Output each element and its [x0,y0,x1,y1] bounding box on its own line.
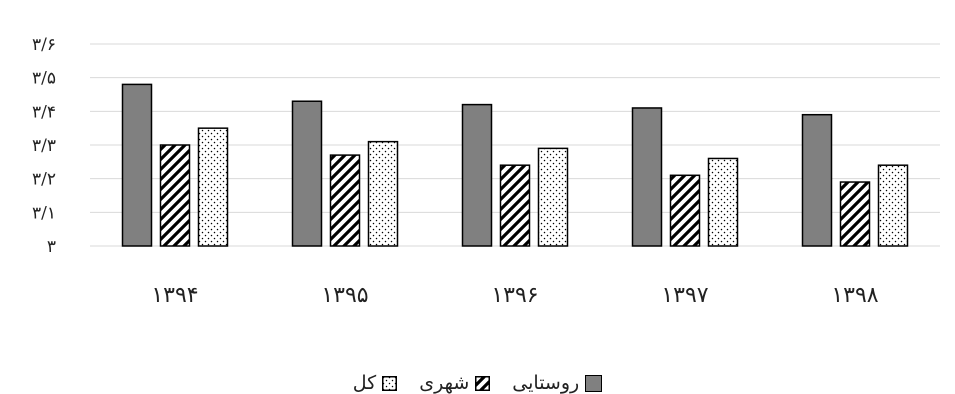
bar [631,107,663,247]
bar [121,83,153,247]
bar [537,147,569,247]
legend-swatch-solid [585,374,603,392]
bar [877,164,909,247]
legend: روستایی شهری کل [0,372,955,394]
x-tick-label: ۱۳۹۶ [491,283,538,308]
bar [461,103,493,247]
y-tick-label: ۳/۴ [32,102,56,122]
bar [197,127,229,247]
legend-label-urban: شهری [419,372,470,394]
bar [499,164,531,247]
legend-swatch-dots [382,375,398,391]
legend-label-total: کل [352,372,377,394]
bar [159,144,191,247]
y-tick-label: ۳/۶ [32,35,56,55]
bar [801,113,833,247]
bar [707,157,739,247]
y-tick-label: ۳/۱ [32,203,56,223]
legend-item-total: کل [352,372,398,394]
x-tick-label: ۱۳۹۵ [321,283,368,308]
y-tick-label: ۳ [47,237,56,257]
bar [291,100,323,247]
bars [121,83,909,247]
x-axis-ticks: ۱۳۹۴ ۱۳۹۵ ۱۳۹۶ ۱۳۹۷ ۱۳۹۸ [151,283,878,308]
bar [329,154,361,247]
y-tick-label: ۳/۵ [32,69,56,89]
legend-item-urban: شهری [419,372,491,394]
x-tick-label: ۱۳۹۸ [831,283,878,308]
x-tick-label: ۱۳۹۴ [151,283,198,308]
y-axis-ticks: ۳ ۳/۱ ۳/۲ ۳/۳ ۳/۴ ۳/۵ ۳/۶ [32,35,56,257]
legend-item-rural: روستایی [512,372,603,394]
bar [367,140,399,247]
bar [669,174,701,247]
bar [839,181,871,247]
y-tick-label: ۳/۲ [32,170,56,190]
legend-label-rural: روستایی [512,372,580,394]
x-tick-label: ۱۳۹۷ [661,283,708,308]
y-tick-label: ۳/۳ [32,136,56,156]
legend-swatch-hatch [475,375,491,391]
